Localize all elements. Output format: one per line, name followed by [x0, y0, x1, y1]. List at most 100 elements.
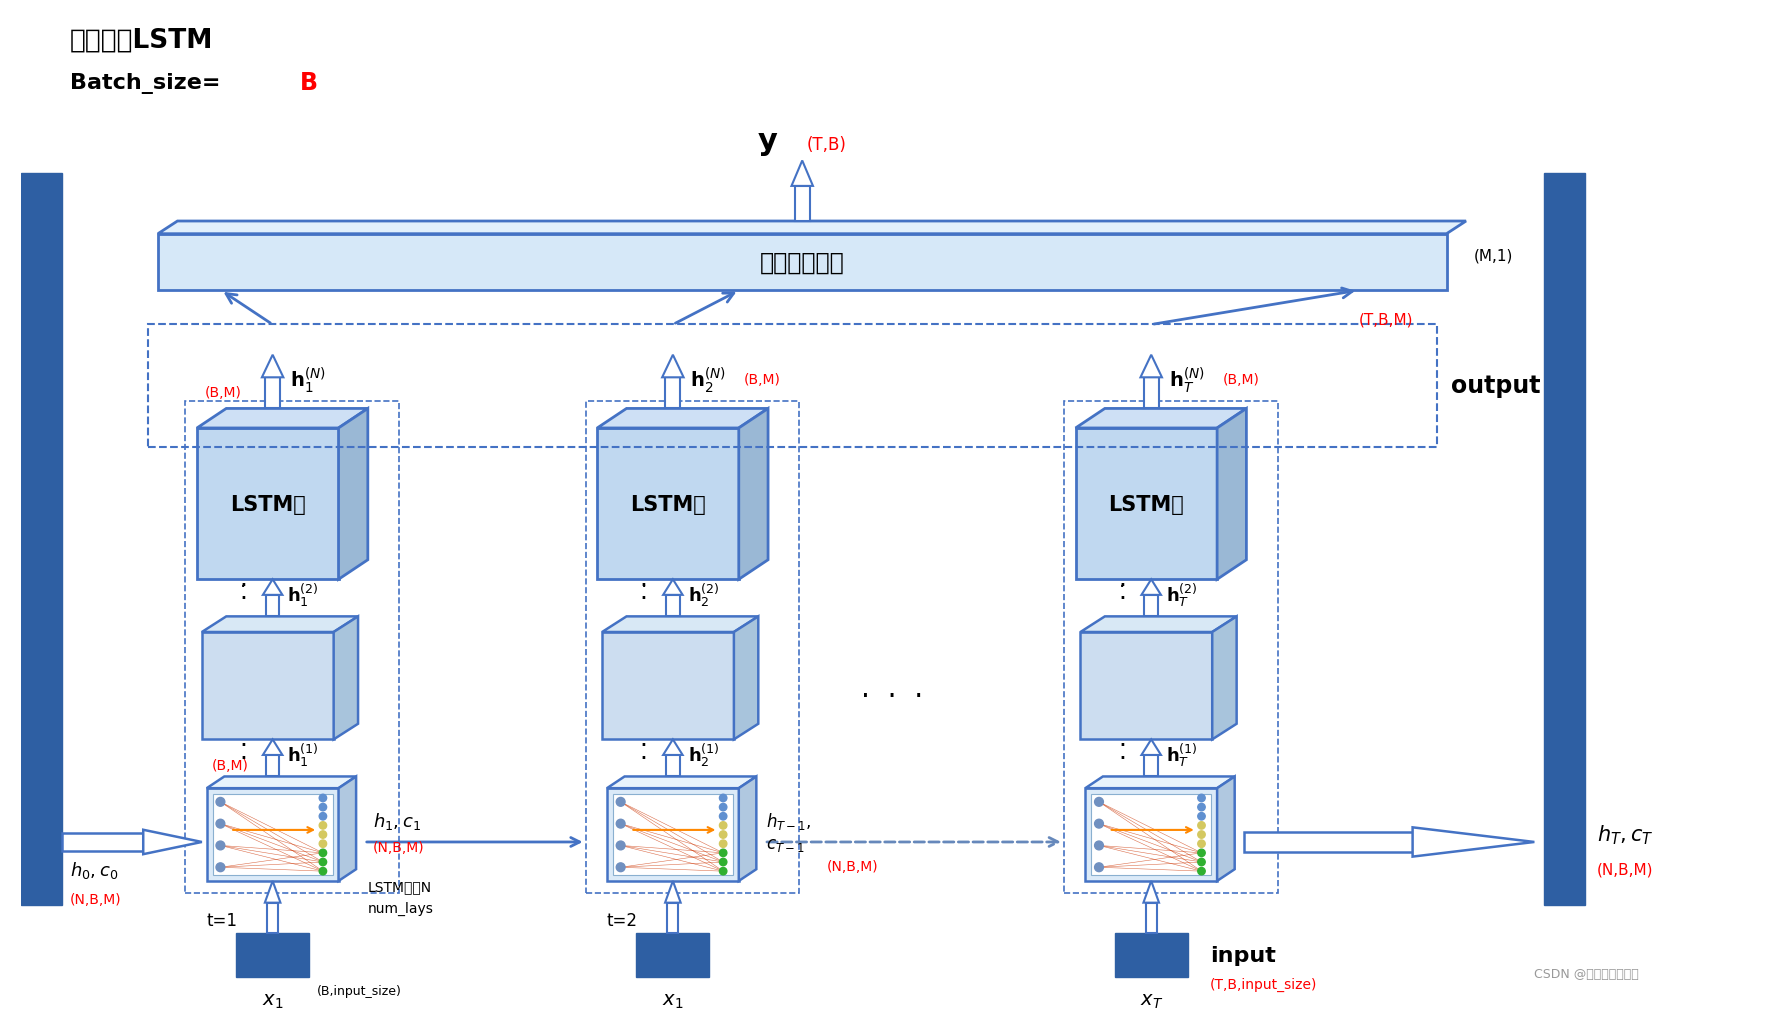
Polygon shape	[1081, 632, 1212, 740]
Circle shape	[320, 795, 327, 802]
Polygon shape	[663, 579, 683, 595]
Polygon shape	[667, 903, 679, 933]
Text: (B,M): (B,M)	[1222, 372, 1260, 386]
Polygon shape	[263, 579, 282, 595]
Text: t=2: t=2	[608, 911, 638, 929]
Polygon shape	[1092, 795, 1212, 876]
Polygon shape	[202, 632, 334, 740]
Text: input: input	[1210, 944, 1276, 964]
Circle shape	[320, 813, 327, 820]
Polygon shape	[207, 776, 356, 789]
Circle shape	[617, 820, 625, 828]
Circle shape	[720, 804, 727, 811]
Polygon shape	[1142, 579, 1162, 595]
Polygon shape	[263, 356, 284, 378]
Text: $\mathbf{h}_{T}^{(2)}$: $\mathbf{h}_{T}^{(2)}$	[1165, 581, 1197, 608]
Polygon shape	[597, 409, 768, 429]
Text: $x_T$: $x_T$	[1140, 991, 1163, 1010]
Text: ·: ·	[640, 573, 647, 598]
Text: LSTM块: LSTM块	[231, 494, 306, 515]
Polygon shape	[338, 409, 368, 579]
Polygon shape	[1244, 832, 1412, 852]
Polygon shape	[663, 740, 683, 755]
Circle shape	[320, 804, 327, 811]
Polygon shape	[268, 903, 279, 933]
Circle shape	[617, 798, 625, 807]
Polygon shape	[663, 356, 684, 378]
Circle shape	[720, 813, 727, 820]
Circle shape	[1197, 795, 1204, 802]
Circle shape	[1197, 840, 1204, 847]
Text: ·: ·	[239, 573, 247, 598]
Circle shape	[720, 858, 727, 865]
Polygon shape	[667, 595, 679, 617]
Circle shape	[216, 798, 225, 807]
Polygon shape	[1144, 595, 1158, 617]
Text: LSTM块: LSTM块	[631, 494, 706, 515]
Text: (B,M): (B,M)	[743, 372, 781, 386]
Text: output: output	[1451, 374, 1540, 398]
Bar	[157, 235, 1446, 291]
Polygon shape	[1145, 903, 1156, 933]
Polygon shape	[263, 740, 282, 755]
Polygon shape	[1085, 776, 1235, 789]
Polygon shape	[264, 378, 281, 409]
Circle shape	[720, 795, 727, 802]
Text: $h_{T-1},$: $h_{T-1},$	[767, 810, 811, 831]
Polygon shape	[143, 830, 202, 854]
Polygon shape	[1081, 617, 1237, 632]
Polygon shape	[1212, 617, 1237, 740]
Text: CSDN @亲爱的玛莎拉蒂: CSDN @亲爱的玛莎拉蒂	[1535, 968, 1639, 981]
Text: ·  ·  ·: · · ·	[861, 681, 924, 710]
Bar	[1115, 933, 1188, 977]
Text: $\mathbf{h}_{T}^{(N)}$: $\mathbf{h}_{T}^{(N)}$	[1169, 365, 1204, 394]
Polygon shape	[1412, 828, 1535, 856]
Text: ·: ·	[1119, 577, 1126, 596]
Circle shape	[320, 831, 327, 838]
Polygon shape	[1076, 429, 1217, 579]
Circle shape	[720, 849, 727, 856]
Polygon shape	[1144, 881, 1160, 903]
Text: ·: ·	[239, 746, 247, 770]
Polygon shape	[334, 617, 357, 740]
Polygon shape	[608, 776, 756, 789]
Circle shape	[617, 863, 625, 871]
Polygon shape	[213, 795, 332, 876]
Text: $h_0, c_0$: $h_0, c_0$	[70, 859, 118, 880]
Text: ·: ·	[239, 586, 247, 610]
Circle shape	[1197, 813, 1204, 820]
Text: B: B	[300, 72, 318, 95]
Text: $c_{T-1}$: $c_{T-1}$	[767, 835, 804, 853]
Text: ·: ·	[640, 586, 647, 610]
Text: ·: ·	[1119, 586, 1126, 610]
Circle shape	[1197, 804, 1204, 811]
Text: ·: ·	[640, 733, 647, 757]
Polygon shape	[738, 409, 768, 579]
Text: (N,B,M): (N,B,M)	[1598, 862, 1653, 877]
Text: ·: ·	[239, 577, 247, 596]
Text: LSTM块: LSTM块	[1108, 494, 1185, 515]
Circle shape	[1197, 831, 1204, 838]
Text: ·: ·	[1119, 746, 1126, 770]
Polygon shape	[264, 881, 281, 903]
Polygon shape	[266, 755, 279, 776]
Polygon shape	[602, 632, 734, 740]
Bar	[636, 933, 709, 977]
Text: num_lays: num_lays	[368, 902, 434, 916]
Text: $h_T, c_T$: $h_T, c_T$	[1598, 823, 1653, 846]
Circle shape	[1095, 798, 1103, 807]
Text: ·: ·	[1119, 573, 1126, 598]
Polygon shape	[1140, 356, 1162, 378]
Text: t=1: t=1	[207, 911, 238, 929]
Text: $\mathbf{h}_{2}^{(N)}$: $\mathbf{h}_{2}^{(N)}$	[690, 365, 726, 394]
Circle shape	[720, 840, 727, 847]
Text: ·: ·	[1119, 733, 1126, 757]
Polygon shape	[602, 617, 758, 632]
Polygon shape	[613, 795, 733, 876]
Text: $\mathbf{h}_{1}^{(N)}$: $\mathbf{h}_{1}^{(N)}$	[289, 365, 325, 394]
Circle shape	[1197, 849, 1204, 856]
Polygon shape	[597, 429, 738, 579]
Polygon shape	[795, 187, 810, 221]
Polygon shape	[207, 789, 338, 881]
Text: $\mathbf{h}_{1}^{(1)}$: $\mathbf{h}_{1}^{(1)}$	[288, 741, 320, 768]
